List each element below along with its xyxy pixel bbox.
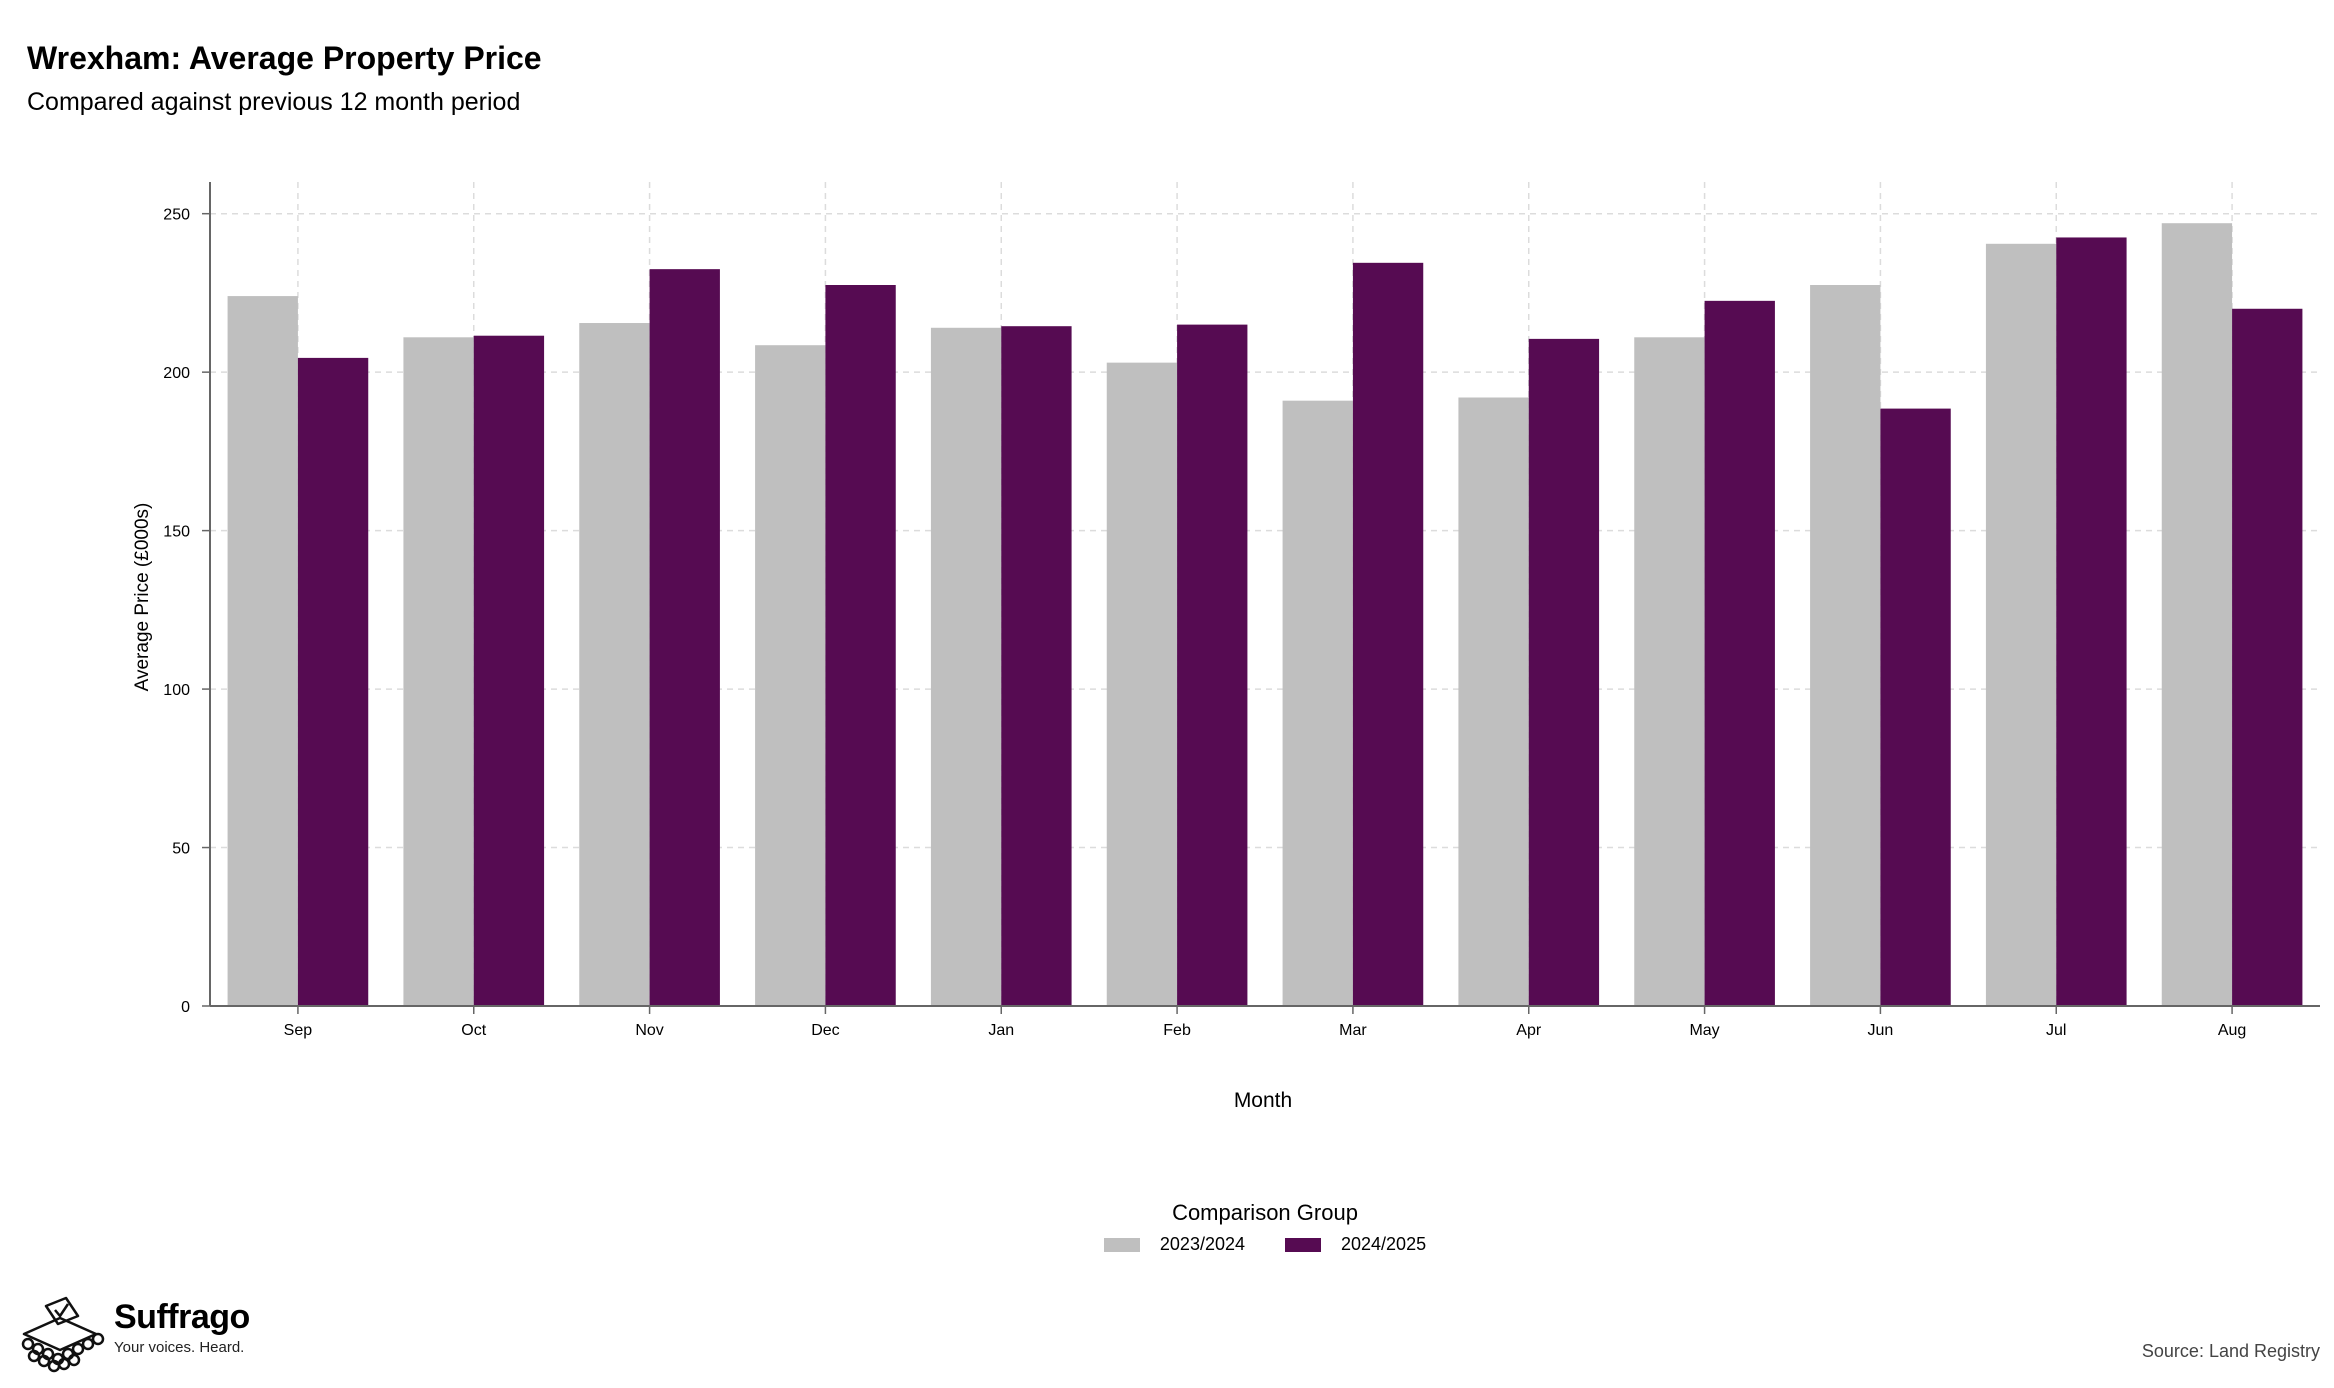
bar-2023-2024-mar xyxy=(1282,400,1353,1007)
x-tick-label-jan: Jan xyxy=(988,1022,1014,1039)
bar-2024-2025-apr xyxy=(1528,338,1600,1006)
bar-2023-2024-oct xyxy=(403,337,474,1006)
x-tick-label-nov: Nov xyxy=(635,1022,663,1039)
bar-2024-2025-may xyxy=(1704,300,1775,1006)
bar-2024-2025-jul xyxy=(2056,237,2127,1006)
x-tick-label-jun: Jun xyxy=(1868,1022,1894,1039)
x-tick-label-aug: Aug xyxy=(2218,1022,2246,1039)
bar-2023-2024-nov xyxy=(579,323,650,1006)
legend-label: 2023/2024 xyxy=(1159,1234,1245,1254)
bar-2023-2024-sep xyxy=(227,296,298,1007)
x-tick-label-apr: Apr xyxy=(1516,1022,1542,1039)
chart-subtitle: Compared against previous 12 month perio… xyxy=(27,88,521,116)
legend-label: 2024/2025 xyxy=(1341,1234,1427,1254)
bar-chart: 0 50 100 150 200 250 Sep Oct Nov Dec Jan Feb Mar Apr M… xyxy=(132,182,2320,1112)
bar-2023-2024-apr xyxy=(1458,397,1529,1006)
brand-logo: Suffrago Your voices. Heard. xyxy=(14,1294,250,1374)
y-tick-label: 200 xyxy=(163,365,190,382)
axes xyxy=(202,182,2320,1014)
legend-swatch xyxy=(1103,1237,1140,1252)
bar-2023-2024-aug xyxy=(2161,223,2233,1006)
y-tick-label: 150 xyxy=(163,524,190,541)
bar-2024-2025-aug xyxy=(2232,308,2303,1006)
tick-labels: 0 50 100 150 200 250 Sep Oct Nov Dec Jan Feb Mar Apr M… xyxy=(163,207,2246,1039)
bar-2023-2024-jan xyxy=(930,327,1002,1006)
legend-title: Comparison Group xyxy=(1172,1200,1358,1225)
brand-name: Suffrago xyxy=(114,1298,250,1336)
y-tick-label: 0 xyxy=(181,999,190,1016)
y-tick-label: 50 xyxy=(172,841,190,858)
bar-2023-2024-jun xyxy=(1810,285,1881,1006)
source-note: Source: Land Registry xyxy=(2141,1341,2320,1361)
x-tick-label-jul: Jul xyxy=(2046,1022,2066,1039)
bar-2023-2024-may xyxy=(1634,337,1705,1006)
x-tick-label-feb: Feb xyxy=(1163,1022,1191,1039)
brand-tagline: Your voices. Heard. xyxy=(114,1339,245,1356)
y-tick-label: 250 xyxy=(163,207,190,224)
bar-2024-2025-jan xyxy=(1001,326,1072,1006)
x-tick-label-dec: Dec xyxy=(811,1022,839,1039)
y-axis-label: Average Price (£000s) xyxy=(132,503,153,692)
x-axis-label: Month xyxy=(1234,1089,1292,1112)
chart-title: Wrexham: Average Property Price xyxy=(27,40,542,76)
bar-2024-2025-nov xyxy=(649,269,720,1007)
bars xyxy=(227,223,2303,1007)
bar-2023-2024-jul xyxy=(1985,243,2057,1007)
bar-2024-2025-sep xyxy=(297,357,369,1006)
bar-2024-2025-jun xyxy=(1880,408,1951,1007)
legend-item-2024-2025: 2024/2025 xyxy=(1285,1234,1426,1255)
legend-item-2023-2024: 2023/2024 xyxy=(1103,1234,1245,1255)
legend: Comparison Group 2023/2024 2024/2025 xyxy=(0,1200,2334,1255)
bar-2023-2024-feb xyxy=(1106,362,1178,1007)
bar-2024-2025-mar xyxy=(1352,262,1424,1006)
bar-2024-2025-oct xyxy=(473,335,545,1006)
x-tick-label-sep: Sep xyxy=(284,1022,313,1039)
legend-swatch xyxy=(1285,1237,1321,1252)
bar-2023-2024-dec xyxy=(755,345,826,1006)
y-tick-label: 100 xyxy=(163,682,190,699)
bar-2024-2025-feb xyxy=(1177,324,1248,1007)
x-tick-label-may: May xyxy=(1689,1022,1719,1039)
ballot-box-icon xyxy=(21,1296,105,1373)
bar-2024-2025-dec xyxy=(825,285,896,1006)
x-tick-label-oct: Oct xyxy=(461,1022,486,1039)
x-tick-label-mar: Mar xyxy=(1339,1022,1367,1039)
